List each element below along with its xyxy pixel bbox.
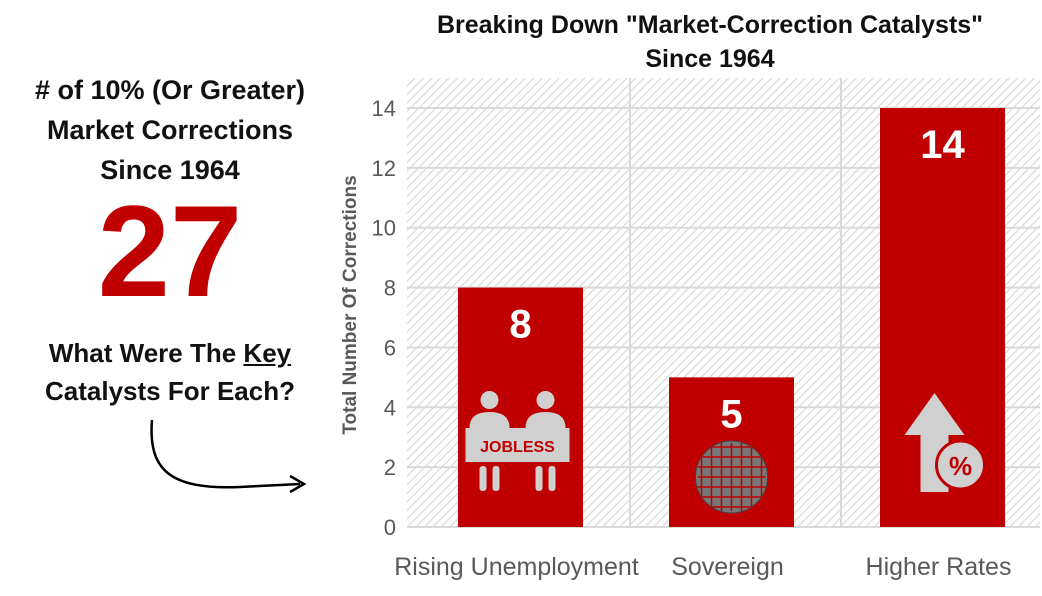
left-heading: # of 10% (Or Greater) Market Corrections…: [0, 70, 340, 190]
total-corrections: 27: [97, 178, 243, 324]
chart-subtitle: Since 1964: [645, 45, 775, 73]
svg-text:JOBLESS: JOBLESS: [480, 439, 555, 456]
y-tick-label: 12: [372, 156, 396, 181]
data-label: 5: [720, 392, 742, 436]
y-tick-label: 0: [384, 515, 396, 540]
arrow-up-percent-icon: %: [904, 393, 986, 492]
arrow-icon: [150, 419, 301, 489]
question-pre: What Were The: [48, 338, 244, 368]
question-key: Key: [243, 338, 292, 368]
heading-line: # of 10% (Or Greater): [34, 75, 306, 105]
y-tick-label: 10: [372, 216, 396, 241]
x-tick-label: Higher Rates: [866, 553, 1012, 581]
chart-title-block: Breaking Down "Market-Correction Catalys…: [380, 8, 1040, 76]
chart-title: Breaking Down "Market-Correction Catalys…: [436, 11, 984, 39]
x-tick-label: Rising Unemployment: [394, 553, 639, 581]
question-text: What Were The Key Catalysts For Each?: [0, 334, 340, 410]
question-post: Catalysts For Each?: [45, 376, 295, 406]
arrow-head-icon: [289, 474, 307, 494]
y-axis-label: Total Number Of Corrections: [340, 175, 361, 434]
globe-flags-icon: [695, 440, 768, 514]
y-tick-label: 6: [384, 335, 396, 360]
x-tick-label: Sovereign: [671, 553, 784, 581]
y-tick-label: 4: [384, 395, 396, 420]
y-tick-label: 8: [384, 276, 396, 301]
y-tick-label: 14: [372, 96, 396, 121]
svg-text:%: %: [949, 451, 972, 481]
data-label: 14: [920, 123, 965, 167]
y-tick-label: 2: [384, 455, 396, 480]
jobless-people-icon: JOBLESS: [465, 391, 570, 491]
heading-line: Since 1964: [100, 155, 240, 185]
data-label: 8: [509, 303, 531, 347]
heading-line: Market Corrections: [46, 115, 294, 145]
bar: [458, 287, 583, 527]
